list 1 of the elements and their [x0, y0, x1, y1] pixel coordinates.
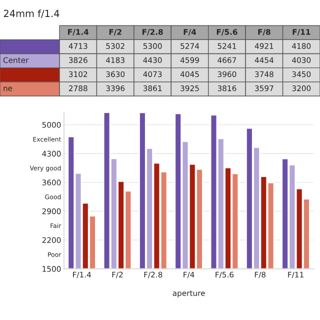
chart-title: 24mm f/1.4	[4, 10, 60, 18]
